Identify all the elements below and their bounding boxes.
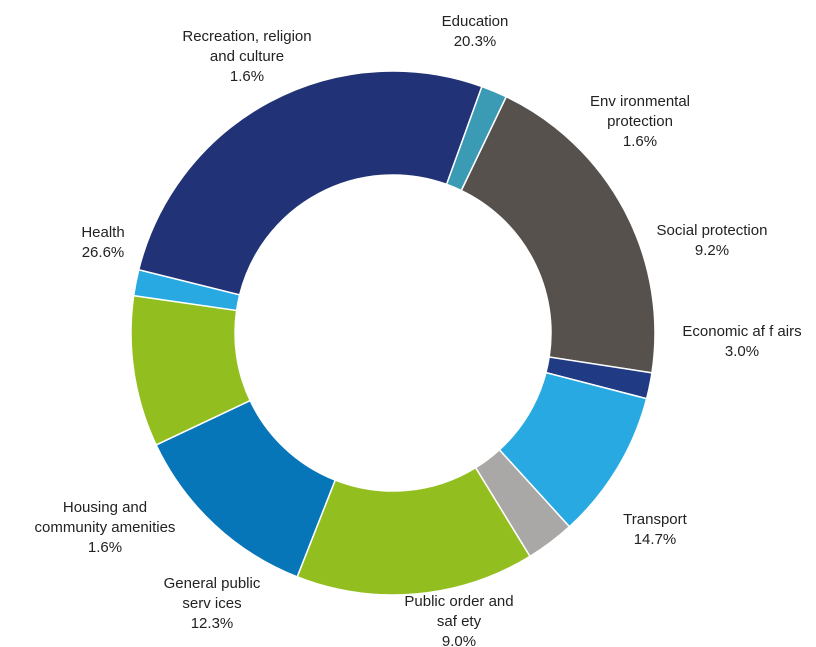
slice-label-social-protection: Social protection xyxy=(657,222,768,239)
slice-label-housing-and-community-amenities: community amenities xyxy=(35,519,176,536)
slice-label-general-public-serv-ices: serv ices xyxy=(182,595,241,612)
slice-label-housing-and-community-amenities: Housing and xyxy=(63,499,147,516)
slice-label-public-order-and-saf-ety: saf ety xyxy=(437,613,482,630)
slice-value-transport: 14.7% xyxy=(634,531,677,548)
slice-value-health: 26.6% xyxy=(82,244,125,261)
slice-value-education: 20.3% xyxy=(454,33,497,50)
slice-value-social-protection: 9.2% xyxy=(695,242,729,259)
slice-value-economic-af-f-airs: 3.0% xyxy=(725,343,759,360)
chart-slices xyxy=(130,70,656,596)
slice-label-general-public-serv-ices: General public xyxy=(164,575,261,592)
slice-label-recreation-religion-and-culture: and culture xyxy=(210,48,284,65)
slice-label-health: Health xyxy=(81,224,124,241)
slice-value-housing-and-community-amenities: 1.6% xyxy=(88,539,122,556)
slice-value-recreation-religion-and-culture: 1.6% xyxy=(230,68,264,85)
slice-value-general-public-serv-ices: 12.3% xyxy=(191,615,234,632)
slice-value-env-ironmental-protection: 1.6% xyxy=(623,133,657,150)
slice-value-public-order-and-saf-ety: 9.0% xyxy=(442,633,476,647)
slice-label-economic-af-f-airs: Economic af f airs xyxy=(682,323,801,340)
slice-health xyxy=(137,70,483,296)
slice-label-env-ironmental-protection: protection xyxy=(607,113,673,130)
slice-label-public-order-and-saf-ety: Public order and xyxy=(404,593,513,610)
slice-label-education: Education xyxy=(442,13,509,30)
slice-label-recreation-religion-and-culture: Recreation, religion xyxy=(182,28,311,45)
slice-recreation-religion-and-culture xyxy=(445,85,508,192)
slice-label-transport: Transport xyxy=(623,511,687,528)
slice-education xyxy=(460,95,656,374)
chart-labels: Education 20.3% Env ironmental protection 1.… xyxy=(35,13,802,647)
slice-label-env-ironmental-protection: Env ironmental xyxy=(590,93,690,110)
